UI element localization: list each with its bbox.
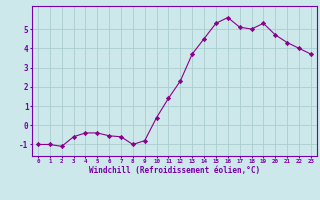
X-axis label: Windchill (Refroidissement éolien,°C): Windchill (Refroidissement éolien,°C)	[89, 166, 260, 175]
